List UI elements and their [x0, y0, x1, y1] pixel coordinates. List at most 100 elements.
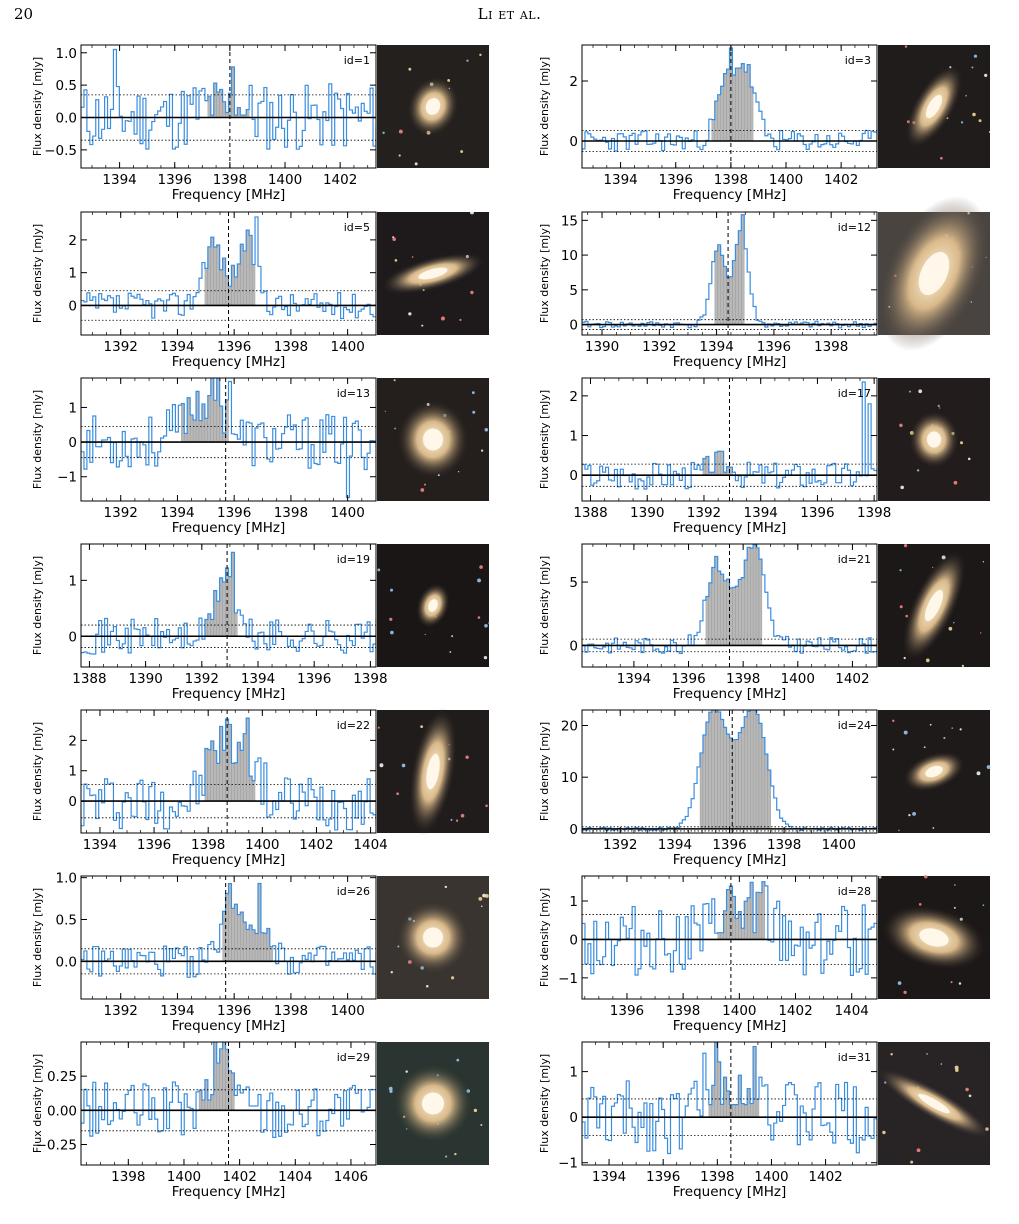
x-tick-label: 1402 [808, 1169, 842, 1185]
fill-bar [708, 712, 712, 830]
star-point [414, 162, 418, 166]
fill-bar [750, 86, 754, 142]
x-tick-label: 1394 [160, 339, 194, 355]
star-point [398, 154, 401, 157]
x-axis-label: Frequency [MHz] [172, 852, 285, 868]
galaxy-image [377, 210, 489, 335]
fill-bar [717, 244, 721, 325]
fill-bar [234, 612, 238, 637]
galaxy-image [377, 876, 489, 999]
star-point [480, 1123, 483, 1127]
y-axis-label: Flux density [mJy] [31, 888, 44, 987]
x-axis-label: Frequency [MHz] [172, 520, 285, 536]
star-point [882, 1130, 886, 1135]
spectrum-panel: 1394 1396 1398 1400 1402 1404 0 1 2 id=22 Frequenc… [31, 707, 489, 868]
plot-frame [581, 1041, 878, 1166]
x-tick-label: 1400 [268, 172, 302, 188]
x-tick-label: 1396 [217, 505, 251, 521]
fill-bar [720, 932, 724, 940]
fill-bar [735, 739, 739, 830]
star-point [973, 54, 978, 58]
spectrum-panel: 1392 1394 1396 1398 1400 0 1 2 id=5 Frequency [MH… [31, 210, 489, 370]
fill-bar [750, 547, 754, 646]
y-tick-label: 2 [569, 74, 578, 90]
star-point [940, 156, 943, 160]
fill-bar [723, 727, 727, 830]
y-tick-label: −1 [57, 470, 77, 486]
star-point [898, 829, 900, 832]
fill-bar [714, 710, 718, 830]
x-tick-label: 1396 [757, 339, 791, 355]
fill-bar [738, 732, 742, 830]
spectrum-panel: 1394 1396 1398 1400 1402 0 2 id=3 Frequency [MHz… [538, 44, 991, 203]
y-tick-label: 0.5 [56, 78, 77, 94]
fill-bar [184, 433, 188, 443]
star-point [408, 67, 412, 71]
x-tick-label: 1400 [330, 1003, 364, 1019]
x-tick-label: 1396 [610, 1003, 644, 1019]
star-point [961, 664, 965, 668]
x-axis-label: Frequency [MHz] [673, 187, 786, 203]
star-point [390, 630, 394, 635]
x-tick-label: 1392 [603, 837, 637, 853]
x-tick-label: 1396 [217, 1003, 251, 1019]
x-tick-label: 1404 [353, 837, 387, 853]
x-tick-label: 1402 [323, 172, 357, 188]
x-tick-label: 1394 [241, 671, 275, 687]
star-point [932, 827, 935, 829]
star-point [377, 568, 381, 572]
galaxy-core [925, 94, 943, 119]
star-point [878, 875, 882, 879]
y-axis-label: Flux density [mJy] [538, 1054, 551, 1153]
panel-id-label: id=17 [838, 387, 871, 400]
star-point [965, 94, 967, 97]
fill-bar [747, 547, 751, 646]
galaxy-core [428, 599, 438, 612]
star-point [925, 658, 930, 663]
star-point [396, 792, 400, 796]
star-point [470, 290, 474, 295]
fill-bar [735, 67, 739, 142]
x-tick-label: 1398 [666, 1003, 700, 1019]
star-point [923, 746, 926, 749]
y-tick-label: 0.00 [47, 1103, 77, 1119]
star-point [479, 53, 482, 57]
fill-bar [741, 928, 745, 940]
fill-bar [216, 1062, 220, 1111]
panel-id-label: id=5 [344, 221, 370, 234]
x-tick-label: 1398 [814, 339, 848, 355]
galaxy-image [878, 710, 991, 833]
x-tick-label: 1396 [659, 172, 693, 188]
x-tick-label: 1398 [714, 172, 748, 188]
fill-bar [201, 1099, 206, 1111]
x-tick-label: 1400 [781, 671, 815, 687]
y-tick-label: 5 [569, 283, 578, 299]
x-tick-label: 1396 [217, 339, 251, 355]
star-point [440, 316, 445, 321]
star-point [916, 469, 920, 472]
y-tick-label: 1 [68, 573, 77, 589]
fill-bar [246, 929, 250, 962]
fill-bar [251, 264, 256, 306]
fill-bar [251, 929, 256, 962]
plot-frame [80, 44, 377, 169]
fill-bar [234, 276, 238, 306]
fill-bar [735, 586, 739, 646]
y-tick-label: 0.0 [56, 111, 77, 127]
y-tick-label: 0.25 [47, 1069, 77, 1085]
fill-bar [231, 763, 235, 802]
star-point [426, 984, 429, 988]
plot-frame [80, 1041, 377, 1166]
star-point [449, 651, 452, 653]
star-point [890, 1052, 893, 1056]
star-point [455, 819, 459, 822]
fill-bar [243, 250, 247, 306]
fill-bar [732, 587, 736, 646]
fill-bar [234, 762, 238, 802]
fill-bar [237, 914, 241, 962]
star-point [411, 256, 414, 258]
galaxy-image [878, 45, 991, 168]
y-tick-label: 0 [68, 298, 77, 314]
galaxy-core [918, 251, 950, 296]
spectrum-line [81, 48, 376, 150]
